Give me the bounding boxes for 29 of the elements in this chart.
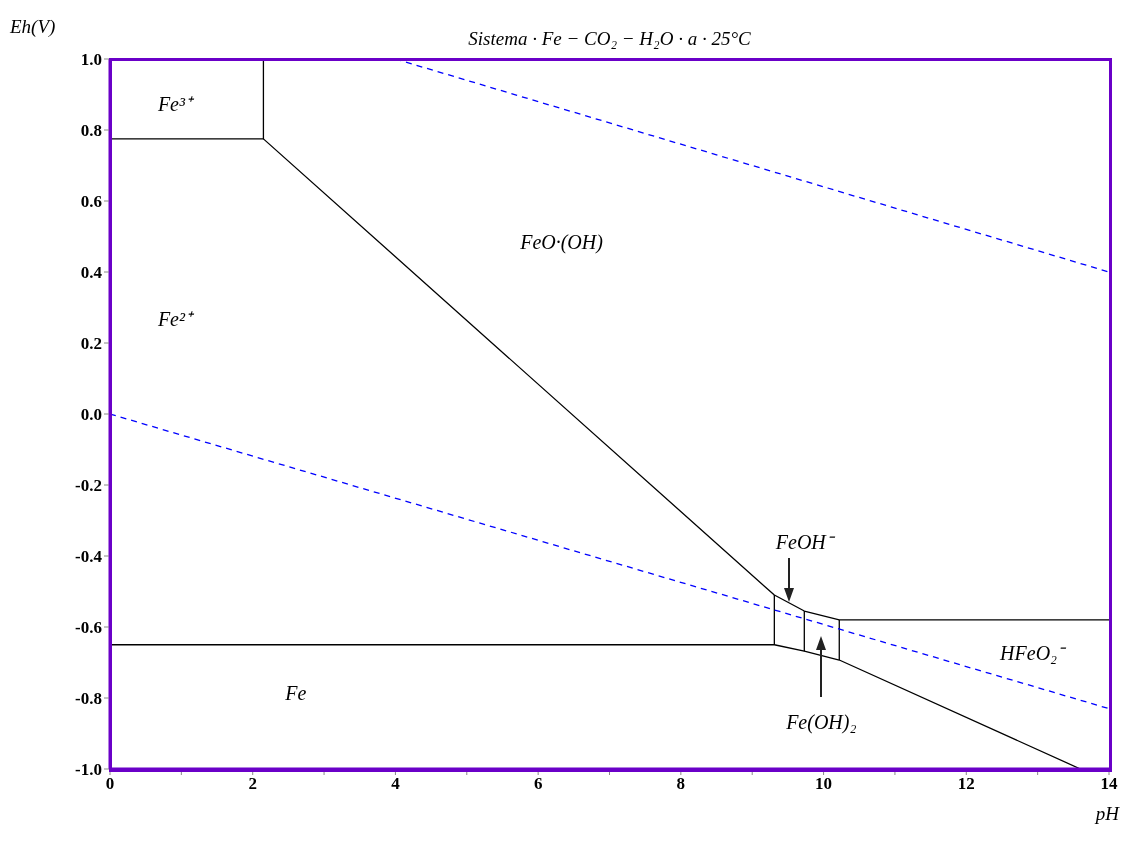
y-tick-label: -0.6 (75, 618, 102, 638)
annotation: Fe²⁺ (157, 306, 192, 332)
x-tick-label: 4 (391, 774, 401, 794)
y-tick-label: 0.2 (80, 334, 102, 354)
x-tick-label: 14 (1100, 774, 1118, 794)
x-tick-label: 8 (676, 774, 686, 794)
y-tick-label: -0.4 (75, 547, 103, 567)
x-tick-label: 6 (533, 774, 543, 794)
annotation: FeO·(OH) (520, 230, 603, 254)
y-tick-label: 1.0 (80, 50, 102, 70)
y-tick-label: -1.0 (75, 760, 102, 780)
x-tick-label: 2 (248, 774, 257, 794)
annotation: Fe (285, 681, 307, 705)
annotation: HFeO₂⁻ (1000, 640, 1065, 666)
annotation: Fe³⁺ (157, 91, 192, 117)
x-tick-label: 10 (815, 774, 833, 794)
annotation: FeOH⁻ (775, 529, 833, 555)
x-tick-label: 12 (957, 774, 975, 794)
y-tick-label: -0.8 (75, 689, 102, 709)
y-tick-label: 0.8 (80, 121, 102, 141)
chart-title: Sistema · Fe − CO₂ − H₂O · a · 25°C (467, 28, 752, 50)
y-axis-title: Eh(V) (10, 16, 56, 38)
y-tick-label: 0.6 (80, 192, 102, 212)
x-axis-title: pH (1095, 803, 1119, 825)
y-tick-label: 0.0 (80, 405, 102, 425)
annotation: Fe(OH)₂ (786, 710, 857, 734)
y-tick-label: -0.2 (75, 476, 102, 496)
y-tick-label: 0.4 (80, 263, 103, 283)
x-tick-label: 0 (105, 774, 115, 794)
